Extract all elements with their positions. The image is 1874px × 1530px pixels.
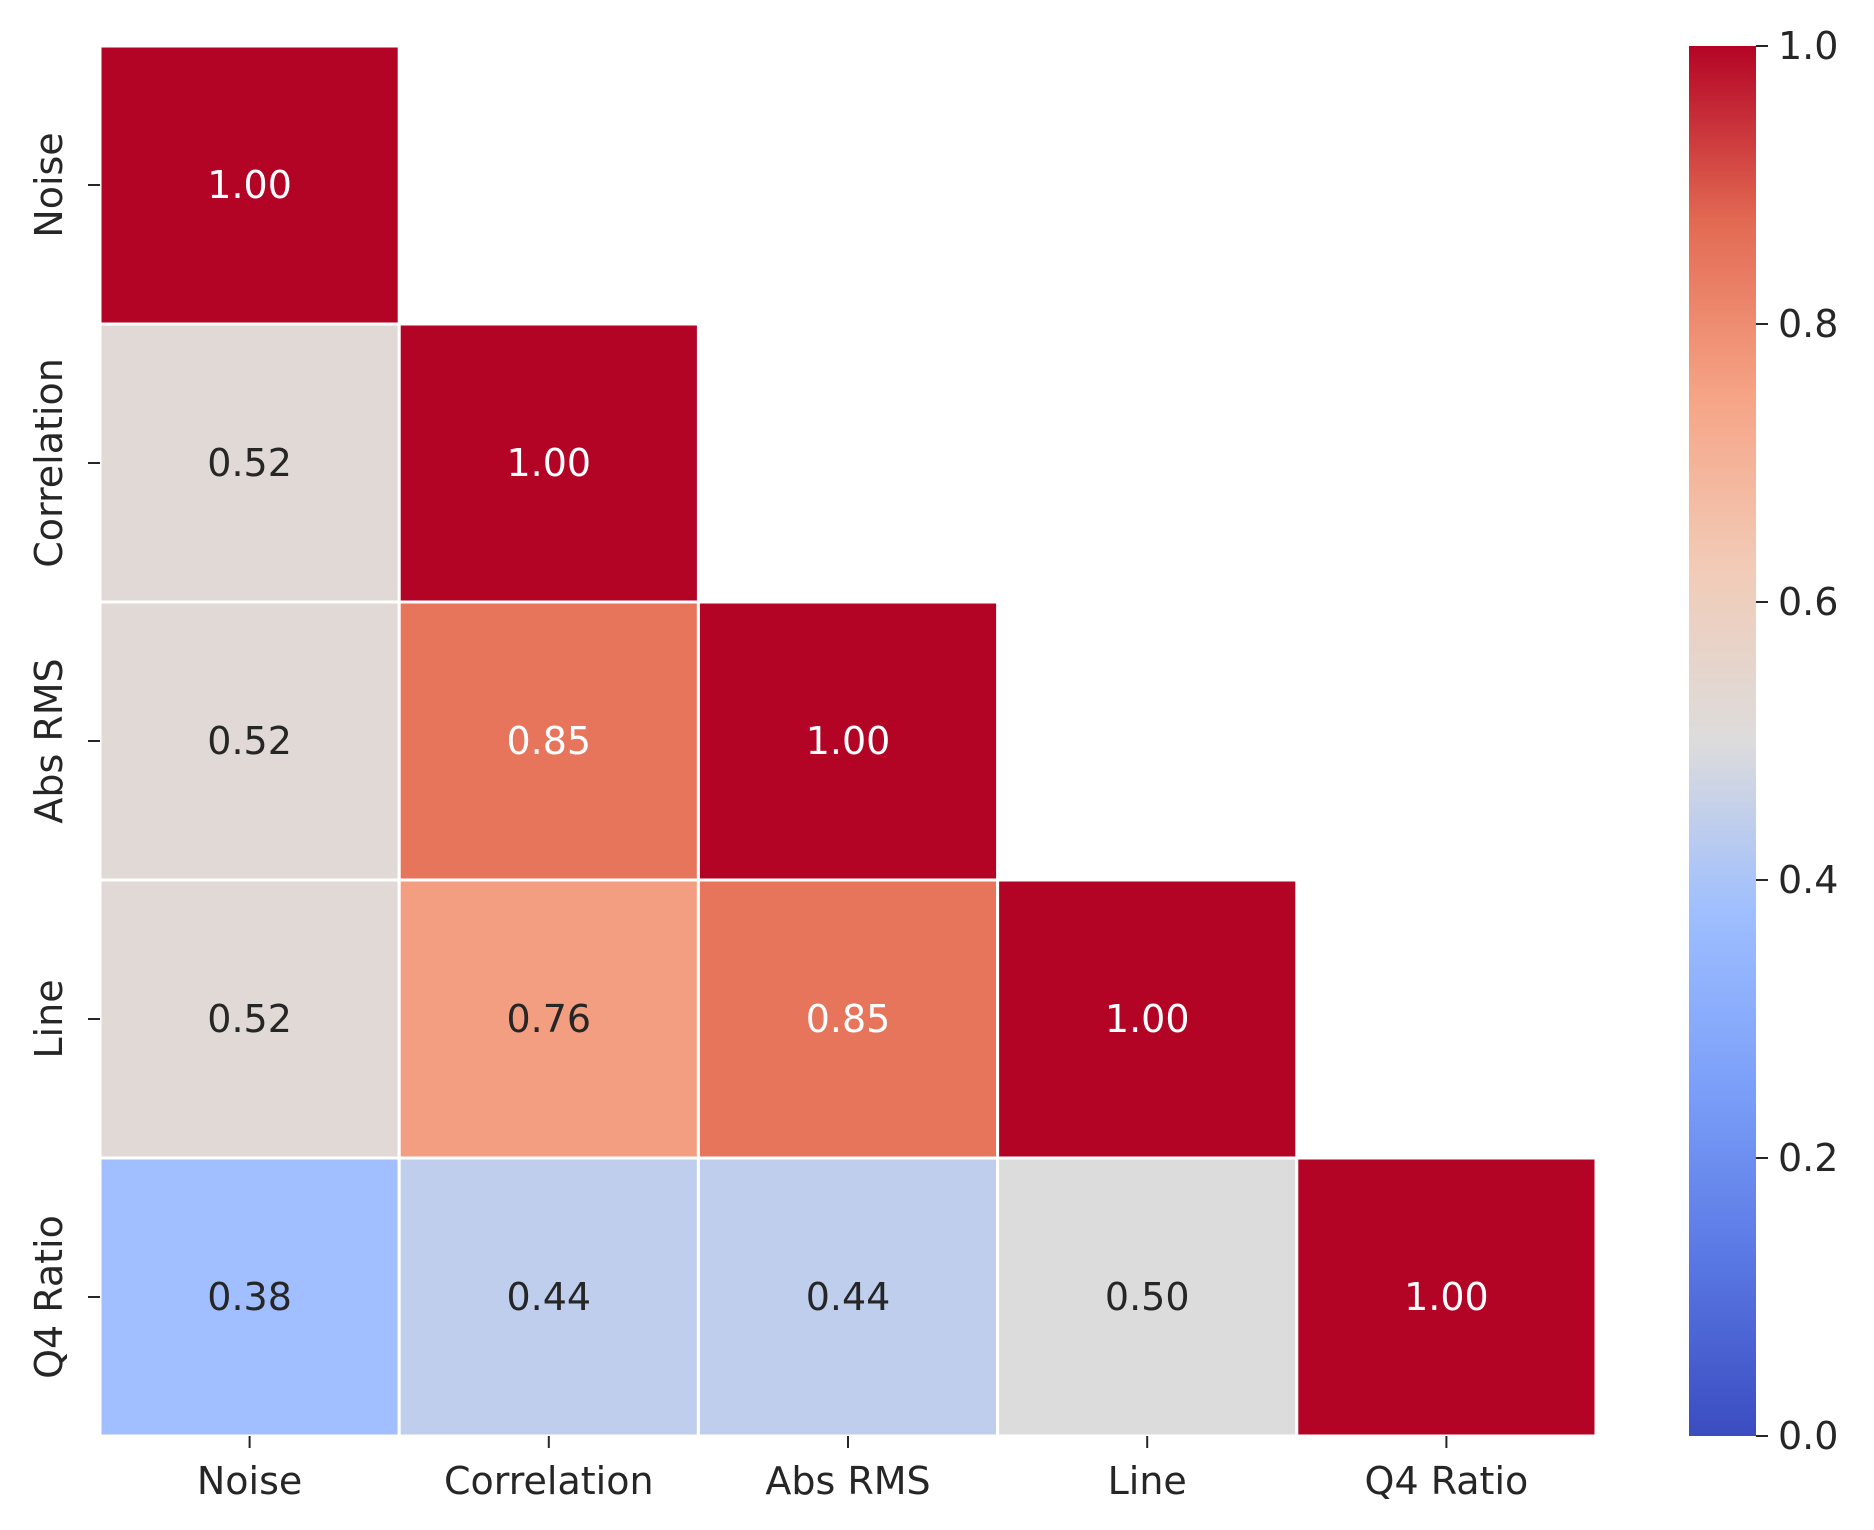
cell-value-label: 0.52: [207, 441, 292, 485]
cell-value-label: 0.85: [506, 719, 591, 763]
y-tick-label: Line: [27, 979, 71, 1058]
x-tick-label: Q4 Ratio: [1365, 1459, 1529, 1503]
y-axis: Noise Correlation Abs RMS Line Q4 Ratio: [27, 132, 100, 1379]
colorbar-tick-label: 0.2: [1778, 1136, 1838, 1180]
heatmap-cell: [397, 600, 700, 882]
x-tick-label: Abs RMS: [765, 1459, 930, 1503]
heatmap-cell: [397, 322, 700, 604]
heatmap-cell: [397, 1156, 700, 1438]
y-tick-label: Noise: [27, 132, 71, 237]
cell-value-label: 1.00: [207, 163, 292, 207]
cell-value-label: 0.52: [207, 719, 292, 763]
colorbar-tick-label: 0.4: [1778, 858, 1838, 902]
x-tick-label: Correlation: [444, 1459, 654, 1503]
y-tick-label: Q4 Ratio: [27, 1215, 71, 1379]
x-tick-label: Noise: [197, 1459, 302, 1503]
heatmap-cells: [98, 44, 1598, 1438]
cell-value-label: 1.00: [806, 719, 891, 763]
colorbar-tick-label: 0.8: [1778, 302, 1838, 346]
cell-value-label: 0.44: [806, 1275, 891, 1319]
colorbar-tick-label: 1.0: [1778, 24, 1838, 68]
heatmap-cell: [1295, 1156, 1598, 1438]
cell-value-label: 1.00: [1404, 1275, 1489, 1319]
heatmap-cell: [98, 44, 401, 326]
cell-value-label: 0.76: [506, 997, 591, 1041]
heatmap-cell: [996, 878, 1299, 1160]
cell-value-label: 0.44: [506, 1275, 591, 1319]
cell-value-label: 0.50: [1105, 1275, 1190, 1319]
x-tick-label: Line: [1108, 1459, 1187, 1503]
colorbar-gradient: [1689, 46, 1756, 1436]
heatmap-cell: [996, 1156, 1299, 1438]
cell-value-label: 0.38: [207, 1275, 292, 1319]
cell-value-label: 1.00: [506, 441, 591, 485]
colorbar-tick-label: 0.0: [1778, 1414, 1838, 1458]
cell-value-label: 1.00: [1105, 997, 1190, 1041]
heatmap-cell: [98, 322, 401, 604]
heatmap-cell: [397, 878, 700, 1160]
cell-value-label: 0.85: [806, 997, 891, 1041]
heatmap-cell: [98, 600, 401, 882]
cell-annotations: 1.00 0.52 1.00 0.52 0.85 1.00 0.52 0.76 0.85 1.00…: [207, 163, 1488, 1319]
cell-value-label: 0.52: [207, 997, 292, 1041]
heatmap-cell: [696, 600, 1000, 882]
y-tick-label: Correlation: [27, 358, 71, 568]
x-axis: Noise Correlation Abs RMS Line Q4 Ratio: [197, 1436, 1528, 1503]
colorbar-tick-label: 0.6: [1778, 580, 1838, 624]
y-tick-label: Abs RMS: [27, 658, 71, 823]
colorbar: 0.0 0.2 0.4 0.6 0.8 1.0: [1689, 24, 1838, 1458]
heatmap-cell: [696, 1156, 1000, 1438]
